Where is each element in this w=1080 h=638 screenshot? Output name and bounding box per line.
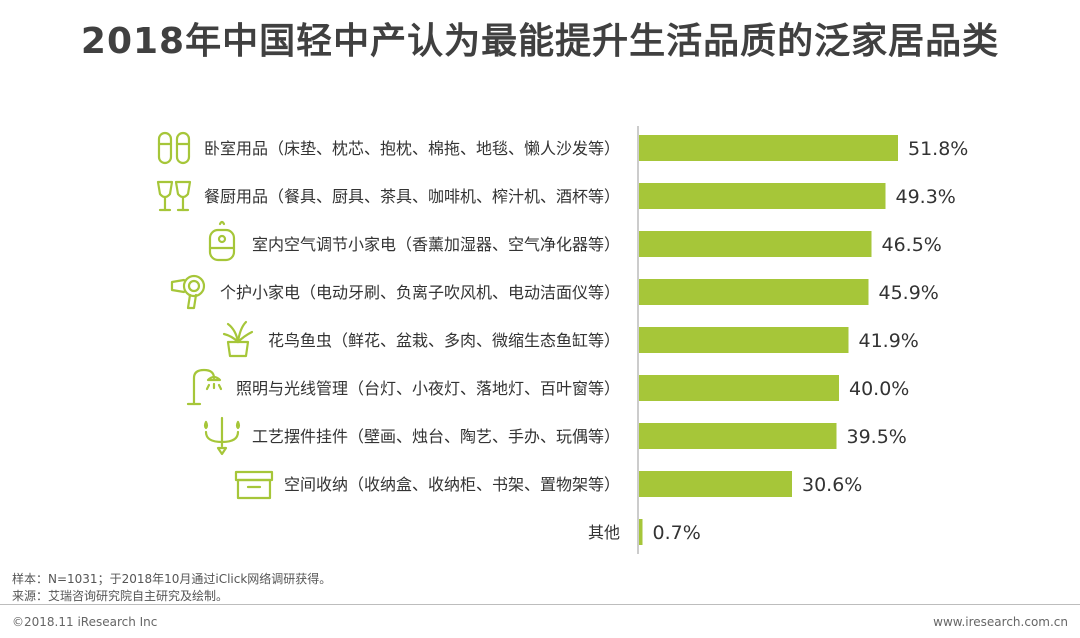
category-label: 个护小家电（电动牙刷、负离子吹风机、电动洁面仪等） <box>220 283 620 302</box>
plant-icon <box>222 320 254 358</box>
value-label: 0.7% <box>653 522 701 544</box>
value-label: 30.6% <box>802 474 862 496</box>
lamp-icon <box>186 368 223 406</box>
bar <box>639 279 869 305</box>
category-label: 卧室用品（床垫、枕芯、抱枕、棉拖、地毯、懒人沙发等） <box>204 139 620 158</box>
value-label: 51.8% <box>908 138 968 160</box>
bar <box>639 327 849 353</box>
glasses-icon <box>156 180 192 212</box>
category-label: 其他 <box>588 523 620 542</box>
bar <box>639 231 872 257</box>
bar <box>639 471 792 497</box>
icons-layer <box>156 131 274 500</box>
bars <box>639 135 898 545</box>
chandelier-icon <box>203 416 241 456</box>
category-label: 室内空气调节小家电（香薰加湿器、空气净化器等） <box>252 235 620 254</box>
sample-note: 样本：N=1031；于2018年10月通过iClick网络调研获得。 <box>12 572 332 586</box>
humidifier-icon <box>208 220 236 262</box>
website: www.iresearch.com.cn <box>933 615 1068 629</box>
value-label: 49.3% <box>896 186 956 208</box>
storage-box-icon <box>234 470 274 500</box>
value-label: 41.9% <box>859 330 919 352</box>
source-note: 来源：艾瑞咨询研究院自主研究及绘制。 <box>12 589 229 603</box>
bar <box>639 135 898 161</box>
bar <box>639 183 886 209</box>
value-label: 46.5% <box>882 234 942 256</box>
category-label: 空间收纳（收纳盒、收纳柜、书架、置物架等） <box>284 475 620 494</box>
bar-chart: 卧室用品（床垫、枕芯、抱枕、棉拖、地毯、懒人沙发等） 餐厨用品（餐具、厨具、茶具、… <box>156 126 969 554</box>
bar <box>639 375 839 401</box>
bar <box>639 423 837 449</box>
hair-dryer-icon <box>170 274 206 310</box>
category-label: 工艺摆件挂件（壁画、烛台、陶艺、手办、玩偶等） <box>252 427 620 446</box>
footer-divider <box>0 604 1080 605</box>
category-label: 花鸟鱼虫（鲜花、盆栽、多肉、微缩生态鱼缸等） <box>268 331 620 350</box>
category-labels: 卧室用品（床垫、枕芯、抱枕、棉拖、地毯、懒人沙发等） 餐厨用品（餐具、厨具、茶具、… <box>204 139 620 542</box>
chart-title: 2018年中国轻中产认为最能提升生活品质的泛家居品类 <box>80 21 1000 62</box>
value-label: 40.0% <box>849 378 909 400</box>
value-label: 39.5% <box>847 426 907 448</box>
copyright: ©2018.11 iResearch Inc <box>12 615 158 629</box>
category-label: 餐厨用品（餐具、厨具、茶具、咖啡机、榨汁机、酒杯等） <box>204 187 620 206</box>
bar <box>639 519 643 545</box>
value-labels: 51.8% 49.3% 46.5% 45.9% 41.9% 40.0% 39.5% 30.6%… <box>653 138 969 544</box>
category-label: 照明与光线管理（台灯、小夜灯、落地灯、百叶窗等） <box>236 379 620 398</box>
slippers-icon <box>157 131 191 165</box>
value-label: 45.9% <box>879 282 939 304</box>
